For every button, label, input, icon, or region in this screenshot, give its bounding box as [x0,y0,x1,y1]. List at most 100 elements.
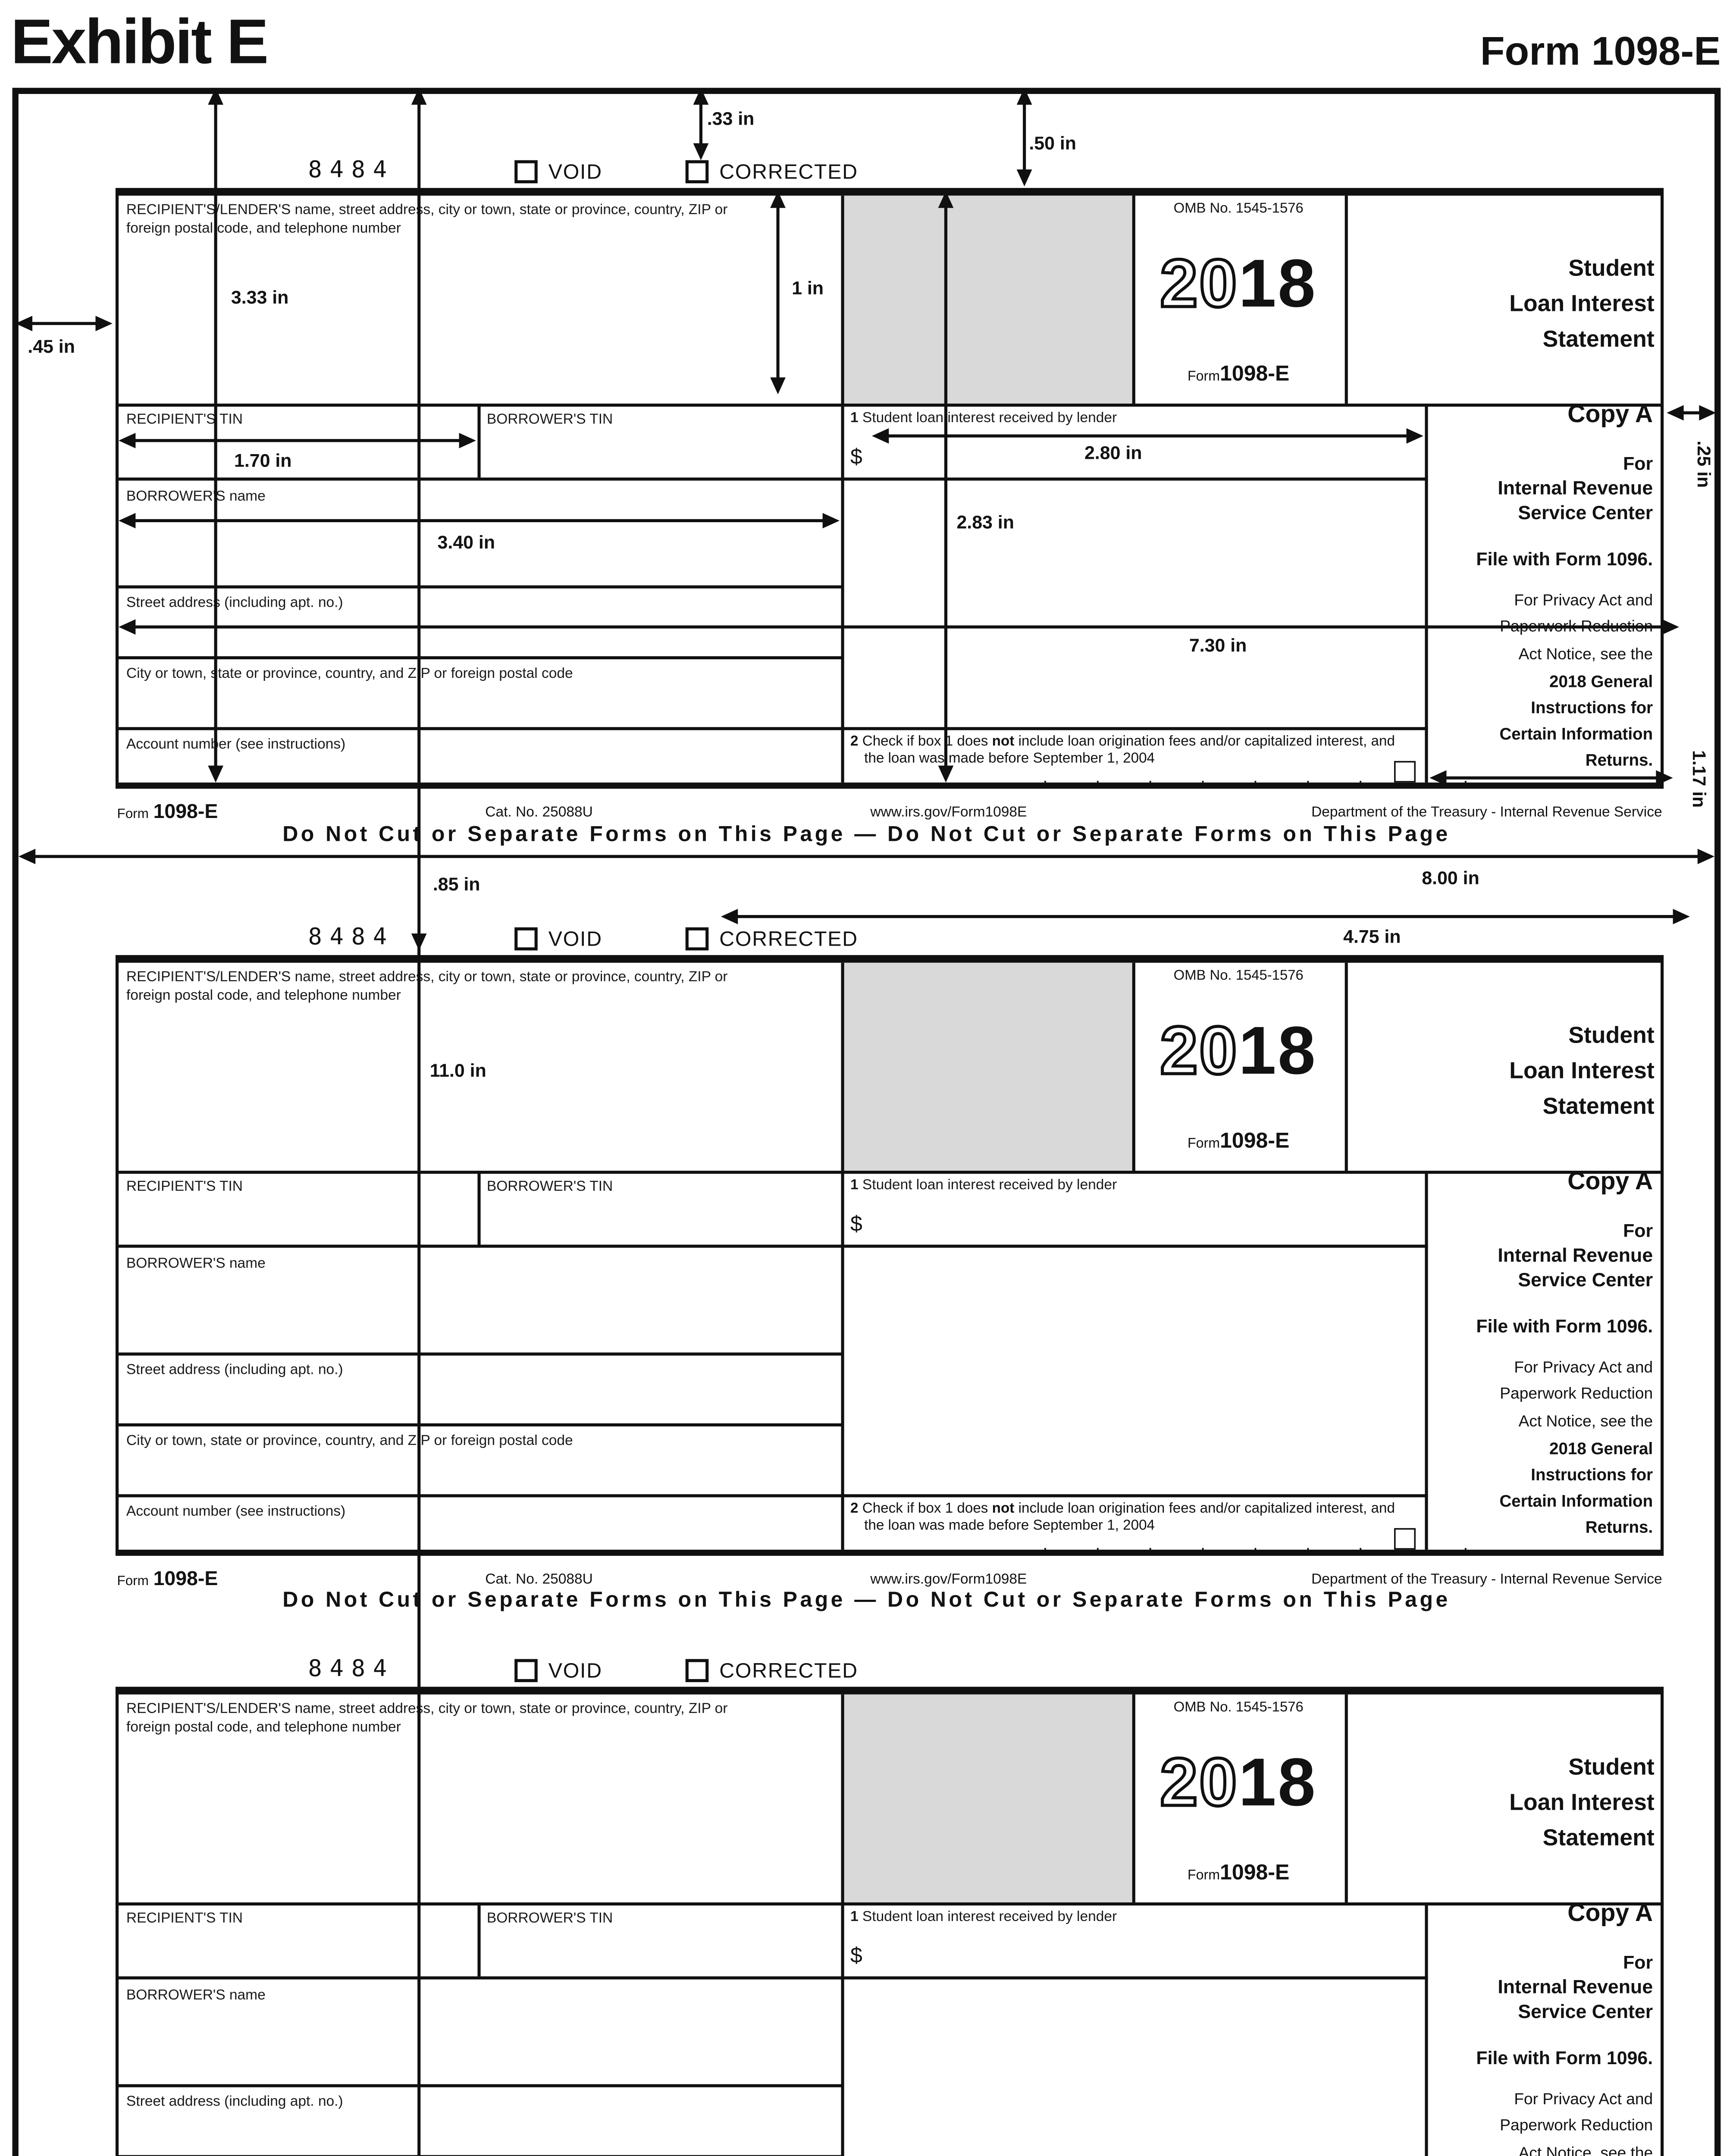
form-print-code: 8484 [308,1654,395,1683]
grid-line-tin-bottom [119,477,1428,481]
form-title-line: Statement [1542,1094,1655,1120]
footer-form-number: Form 1098-E [117,798,218,826]
dim-025-shaft [1680,411,1702,415]
privacy-line: For Privacy Act and [1514,2092,1653,2109]
instructions-line: Returns. [1585,1519,1653,1538]
privacy-line: Act Notice, see the [1518,647,1653,664]
cut-notice-2: Do Not Cut or Separate Forms on This Pag… [282,1586,1451,1611]
file-with-label: File with Form 1096. [1476,2047,1653,2069]
tax-year-outline: 20 [1159,1745,1239,1821]
city-label: City or town, state or province, country… [126,664,573,681]
grid-line-street-bottom [119,1423,843,1427]
irs-line-2: Service Center [1518,1269,1653,1291]
box1-text: Student loan interest received by lender [862,1175,1117,1193]
tax-year-bold: 18 [1238,1745,1317,1821]
box1-text: Student loan interest received by lender [862,408,1117,425]
dim-1in-shaft [776,205,780,381]
corrected-checkbox[interactable] [685,160,709,184]
box2-checkbox[interactable] [1394,761,1416,783]
dim-025-arrowhead-right [1699,404,1716,420]
corrected-label: CORRECTED [719,1659,858,1683]
dim-1in-label: 1 in [792,277,824,299]
copy-for-label: For [1623,1952,1653,1974]
form-title-line: Student [1568,1023,1655,1049]
borrower-tin-label: BORROWER'S TIN [486,410,613,427]
copy-a-label: Copy A [1567,402,1653,429]
borrower-name-label: BORROWER'S name [126,486,266,504]
file-with-label: File with Form 1096. [1476,1315,1653,1337]
shaded-entry-box [841,962,1132,1171]
dim-475-shaft [735,914,1676,919]
form-title: Student Loan Interest Statement [1351,1750,1655,1856]
form-title-line: Student [1568,1754,1655,1781]
box2-not: not [992,733,1015,749]
instructions-line: Certain Information [1499,1492,1653,1511]
tax-year-bold: 18 [1238,246,1317,322]
dim-340-shaft [132,518,826,523]
form-copy-3: 8484 VOID CORRECTED RECIPIENT'S/LENDER'S… [115,1655,1664,2156]
file-with-label: File with Form 1096. [1476,548,1653,570]
void-label: VOID [548,927,602,951]
grid-line-row1-bottom [119,403,1661,407]
form-number: 1098-E [1220,1859,1290,1884]
grid-line-omb-left [1132,195,1136,404]
form-title-line: Loan Interest [1509,1058,1655,1084]
omb-number: OMB No. 1545-1576 [1173,967,1304,983]
irs-line-2: Service Center [1518,2001,1653,2023]
form-title: Student Loan Interest Statement [1351,1018,1655,1124]
box1-dollar-sign: $ [850,1210,862,1236]
dim-1in-arrowhead-down [769,377,785,395]
grid-line-tin-bottom [119,1976,1428,1980]
street-address-label: Street address (including apt. no.) [126,593,343,610]
dim-475-arrowhead-right [1673,908,1690,924]
grid-line-street-bottom [119,656,843,660]
dim-033-label: .33 in [707,108,755,130]
shaded-entry-box [841,195,1132,404]
grid-line-box1-right [1425,403,1429,783]
instructions-line: 2018 General [1549,1440,1653,1459]
borrower-name-label: BORROWER'S name [126,1253,266,1271]
dim-280-label: 2.80 in [1084,442,1142,464]
grid-line-left-block [841,195,845,783]
page-form-ref: Form 1098-E [1480,28,1721,74]
dim-117-arrowhead-right [1656,769,1673,785]
dim-033-shaft [699,101,703,147]
void-checkbox[interactable] [514,160,538,184]
corrected-checkbox[interactable] [685,927,709,951]
irs-line-1: Internal Revenue [1498,477,1653,499]
box2-number: 2 [850,1500,859,1516]
grid-line-tin-divider [477,403,481,478]
copy-a-label: Copy A [1567,1169,1653,1196]
box2-checkbox[interactable] [1394,1528,1416,1550]
dim-3-33-shaft [213,101,218,766]
footer-cat-number: Cat. No. 25088U [485,1570,593,1587]
footer-form-num: 1098-E [153,799,218,823]
form-print-code: 8484 [308,155,395,184]
dim-050-arrowhead-down [1015,169,1031,187]
dim-11-shaft [417,101,421,2156]
dim-800-shaft [32,854,1701,859]
corrected-checkbox[interactable] [685,1659,709,1683]
form-word: Form [1188,1135,1220,1151]
box2-dotted-leader: . . . . . . . . . [1043,768,1490,787]
grid-line-box1-right [1425,1902,1429,2156]
copy-for-label: For [1623,1220,1653,1242]
dim-045-label: .45 in [28,335,75,357]
omb-number: OMB No. 1545-1576 [1173,200,1304,216]
dim-340-arrowhead-right [822,512,840,528]
box2-text-after: include loan origination fees and/or cap… [864,1500,1395,1533]
tax-year-outline: 20 [1159,246,1239,322]
box1-number: 1 [850,1175,859,1193]
form-copy-2: 8484 VOID CORRECTED RECIPIENT'S/LENDER'S… [115,923,1664,1590]
form-print-code: 8484 [308,922,395,951]
void-checkbox[interactable] [514,1659,538,1683]
borrower-tin-label: BORROWER'S TIN [486,1908,613,1926]
instructions-line: 2018 General [1549,673,1653,692]
borrower-name-label: BORROWER'S name [126,1985,266,2003]
copy-a-label: Copy A [1567,1901,1653,1927]
form-title-line: Loan Interest [1509,291,1655,317]
grid-line-omb-right [1344,962,1348,1171]
box1-label: 1 Student loan interest received by lend… [850,1175,1420,1194]
footer-department: Department of the Treasury - Internal Re… [1311,1570,1662,1587]
void-checkbox[interactable] [514,927,538,951]
